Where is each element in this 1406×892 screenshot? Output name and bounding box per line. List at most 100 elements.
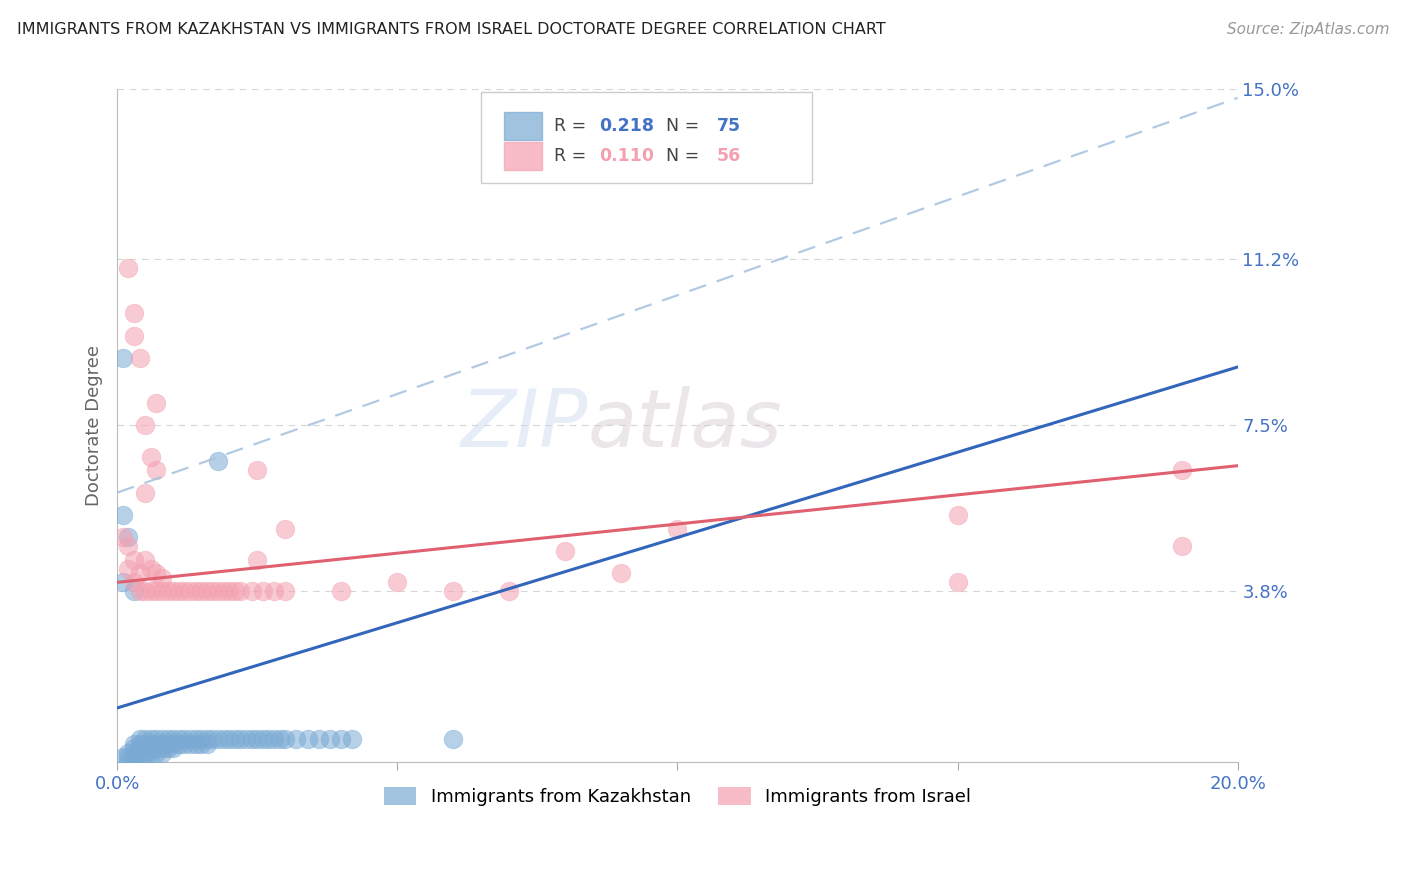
Point (117, 746, 139, 760)
Point (274, 732, 297, 747)
Point (139, 732, 162, 747)
FancyBboxPatch shape (481, 92, 811, 183)
Point (134, 746, 156, 760)
Point (145, 566, 167, 581)
Point (150, 737, 173, 751)
Point (122, 584, 145, 599)
Point (111, 531, 134, 545)
Text: N =: N = (655, 147, 704, 165)
Point (246, 732, 269, 747)
Point (212, 732, 235, 747)
Point (235, 732, 257, 747)
Point (554, 544, 576, 558)
Point (128, 566, 150, 581)
Point (1170, 463, 1192, 477)
Point (190, 732, 212, 747)
Point (201, 732, 224, 747)
Point (229, 732, 252, 747)
Point (246, 463, 269, 477)
Point (201, 584, 224, 599)
Point (145, 741, 167, 756)
Point (167, 584, 190, 599)
Point (122, 575, 145, 590)
Point (195, 584, 218, 599)
Point (184, 584, 207, 599)
Point (134, 750, 156, 764)
Point (252, 732, 274, 747)
Point (162, 732, 184, 747)
Point (246, 553, 269, 567)
Point (111, 508, 134, 522)
Point (240, 584, 263, 599)
Y-axis label: Doctorate Degree: Doctorate Degree (86, 345, 103, 506)
Point (156, 737, 179, 751)
Point (257, 732, 280, 747)
Text: ZIP: ZIP (460, 386, 588, 465)
Point (207, 454, 229, 468)
Point (150, 741, 173, 756)
Point (212, 584, 235, 599)
Point (150, 571, 173, 585)
Point (162, 741, 184, 756)
Point (274, 584, 297, 599)
Point (610, 566, 633, 581)
Point (229, 584, 252, 599)
Point (117, 562, 139, 576)
Point (195, 732, 218, 747)
Point (134, 732, 156, 747)
Point (184, 732, 207, 747)
Point (134, 737, 156, 751)
Point (139, 737, 162, 751)
Point (167, 732, 190, 747)
Point (134, 741, 156, 756)
Point (441, 584, 464, 599)
Point (387, 575, 409, 590)
Point (139, 741, 162, 756)
Point (269, 732, 291, 747)
Point (946, 508, 969, 522)
Point (122, 741, 145, 756)
Point (145, 732, 167, 747)
Point (134, 485, 156, 500)
Point (145, 737, 167, 751)
Point (145, 584, 167, 599)
Text: 0.218: 0.218 (599, 117, 654, 135)
Point (218, 732, 240, 747)
Point (128, 584, 150, 599)
Text: R =: R = (554, 147, 592, 165)
Point (156, 741, 179, 756)
Point (184, 737, 207, 751)
Point (207, 732, 229, 747)
Point (117, 531, 139, 545)
Point (117, 755, 139, 769)
Point (173, 737, 195, 751)
Point (156, 732, 179, 747)
Text: N =: N = (655, 117, 704, 135)
Point (111, 750, 134, 764)
Point (498, 584, 520, 599)
Point (263, 584, 285, 599)
Point (1170, 540, 1192, 554)
Point (122, 306, 145, 320)
Point (195, 737, 218, 751)
Point (122, 553, 145, 567)
Point (179, 584, 201, 599)
Point (179, 732, 201, 747)
Text: IMMIGRANTS FROM KAZAKHSTAN VS IMMIGRANTS FROM ISRAEL DOCTORATE DEGREE CORRELATIO: IMMIGRANTS FROM KAZAKHSTAN VS IMMIGRANTS… (17, 22, 886, 37)
Point (263, 732, 285, 747)
Point (139, 746, 162, 760)
Point (207, 584, 229, 599)
Point (285, 732, 308, 747)
Point (111, 575, 134, 590)
Point (150, 732, 173, 747)
FancyBboxPatch shape (503, 112, 541, 140)
Point (145, 463, 167, 477)
Point (139, 450, 162, 464)
Point (122, 750, 145, 764)
Point (128, 750, 150, 764)
Text: atlas: atlas (588, 386, 783, 465)
Point (134, 418, 156, 433)
Point (145, 396, 167, 410)
Point (162, 737, 184, 751)
Point (122, 746, 145, 760)
